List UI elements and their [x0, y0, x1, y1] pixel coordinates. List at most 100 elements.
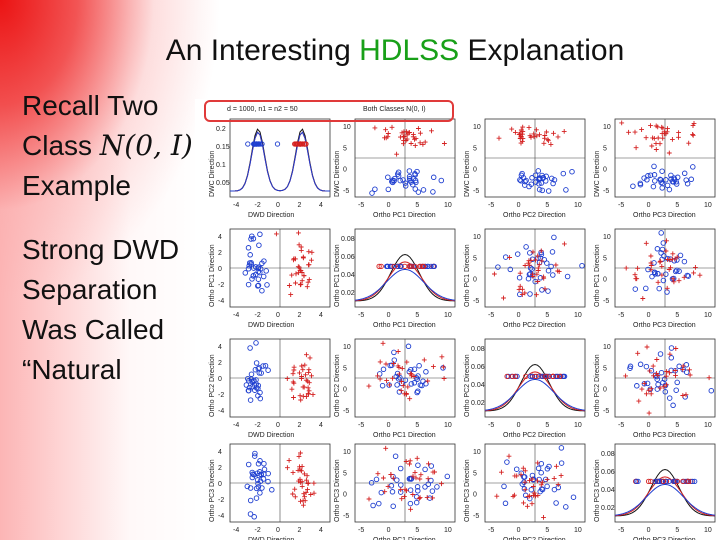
- data-point-plus: [298, 450, 303, 456]
- data-point-circle: [248, 371, 255, 377]
- data-point-plus: [517, 136, 523, 141]
- panel-y-label: Ortho PC3 Direction: [594, 459, 601, 522]
- data-point-plus: [544, 477, 550, 482]
- data-point-circle: [658, 369, 665, 376]
- data-point-plus: [553, 262, 559, 268]
- data-point-plus: [389, 124, 395, 130]
- x-tick-label: 5: [545, 527, 549, 534]
- data-point-circle: [378, 489, 385, 496]
- data-point-plus: [533, 257, 538, 263]
- data-point-plus: [531, 484, 536, 489]
- x-tick-label: 0: [647, 422, 651, 429]
- figure-header-left: d = 1000, n1 = n2 = 50: [227, 106, 298, 113]
- panel-x-label: Ortho PC2 Direction: [503, 432, 566, 439]
- data-point-circle: [637, 181, 644, 188]
- y-tick-label: 10: [603, 234, 611, 241]
- x-tick-label: 0: [276, 312, 280, 319]
- y-tick-label: 5: [473, 255, 477, 262]
- data-point-circle: [528, 486, 535, 493]
- data-point-circle: [518, 178, 524, 184]
- x-tick-label: 0: [387, 202, 391, 209]
- data-point-plus: [501, 295, 506, 301]
- data-point-plus: [303, 372, 308, 378]
- data-point-plus: [411, 374, 417, 379]
- data-point-plus: [439, 481, 444, 487]
- data-point-plus: [382, 135, 387, 141]
- data-point-plus: [395, 363, 401, 369]
- data-point: [633, 478, 640, 485]
- data-point-circle: [414, 168, 420, 175]
- data-point-plus: [409, 371, 414, 377]
- data-point-plus: [387, 382, 392, 388]
- data-point-circle: [634, 383, 640, 389]
- data-point-plus: [432, 469, 437, 475]
- y-tick-label: -2: [218, 497, 224, 504]
- y-tick-label: 0: [473, 167, 477, 174]
- data-point-circle: [651, 172, 658, 178]
- density-curve-class2: [614, 476, 716, 517]
- data-point-plus: [623, 265, 629, 271]
- data-point-plus: [535, 253, 541, 259]
- data-point-plus: [676, 134, 681, 140]
- data-point-circle: [570, 494, 577, 500]
- data-point-plus: [659, 264, 665, 269]
- data-point-plus: [513, 130, 518, 135]
- data-point-plus: [309, 257, 314, 263]
- data-point-circle: [250, 273, 257, 279]
- data-point-circle: [250, 265, 257, 271]
- data-point-plus: [636, 398, 642, 404]
- data-point-plus: [654, 357, 660, 362]
- data-point-plus: [687, 372, 693, 378]
- data-point-plus: [528, 258, 534, 263]
- panel-frame: [354, 228, 456, 308]
- data-point-plus: [664, 238, 669, 244]
- data-point-circle: [249, 233, 255, 239]
- data-point-circle: [644, 177, 650, 183]
- data-point-plus: [385, 484, 391, 489]
- data-point: [293, 141, 299, 147]
- data-point-circle: [550, 180, 556, 187]
- data-point-circle: [259, 287, 265, 294]
- y-tick-label: 2: [218, 250, 222, 257]
- data-point-plus: [298, 248, 304, 253]
- data-point: [635, 478, 641, 485]
- y-tick-label: 2: [218, 360, 222, 367]
- data-point-circle: [502, 500, 509, 507]
- data-point-circle: [523, 244, 529, 250]
- data-point-plus: [554, 463, 559, 469]
- density-curve: [484, 363, 586, 412]
- data-point: [394, 263, 401, 270]
- data-point: [299, 141, 305, 147]
- bullet-line: Class N(0, I): [22, 129, 193, 162]
- data-point-plus: [680, 367, 686, 372]
- density-curve-class2: [484, 371, 586, 412]
- data-point-circle: [417, 382, 424, 388]
- y-tick-label: 10: [473, 234, 481, 241]
- x-tick-label: -5: [618, 527, 624, 534]
- x-tick-label: 2: [298, 422, 302, 429]
- data-point-plus: [672, 256, 678, 262]
- data-point-plus: [626, 129, 631, 135]
- panel-x-label: DWD Direction: [248, 212, 294, 219]
- x-tick-label: 0: [647, 202, 651, 209]
- data-point-plus: [297, 370, 302, 376]
- data-point-circle: [683, 362, 690, 368]
- data-point: [666, 478, 672, 485]
- data-point-circle: [434, 484, 440, 490]
- data-point-plus: [527, 478, 532, 483]
- data-point-circle: [245, 375, 251, 382]
- data-point-circle: [656, 285, 662, 292]
- callout-box: [204, 100, 454, 122]
- data-point: [660, 478, 667, 485]
- data-point-circle: [655, 381, 661, 388]
- data-point-plus: [542, 286, 548, 292]
- data-point-circle: [428, 477, 434, 484]
- data-point-circle: [663, 271, 669, 277]
- data-point-circle: [536, 476, 542, 483]
- data-point-plus: [366, 496, 372, 502]
- data-point-plus: [303, 490, 309, 495]
- y-tick-label: 0: [343, 492, 347, 499]
- y-tick-label: 0.04: [341, 272, 355, 279]
- data-point-circle: [245, 266, 252, 272]
- data-point-plus: [522, 487, 528, 493]
